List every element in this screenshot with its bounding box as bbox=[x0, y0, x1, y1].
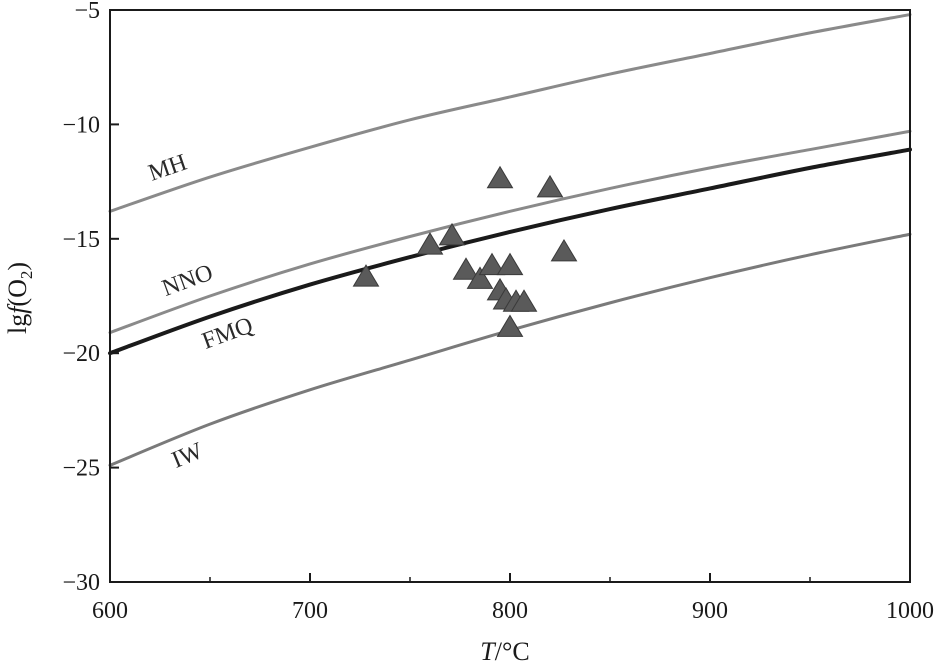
y-axis-title: lgf(O2) bbox=[3, 262, 36, 334]
y-axis-title-sub: 2 bbox=[17, 271, 36, 280]
scatter-point-3 bbox=[452, 257, 480, 280]
x-axis-title-italic: T bbox=[480, 637, 496, 665]
x-tick-label-900: 900 bbox=[692, 598, 728, 624]
series-line-fmq bbox=[108, 147, 912, 356]
x-axis: 600 700 800 900 1000 bbox=[92, 573, 934, 624]
x-axis-title: T/°C bbox=[480, 637, 529, 665]
series-line-mh bbox=[108, 13, 912, 213]
scatter-point-5 bbox=[478, 252, 506, 276]
y-tick-label-5: −5 bbox=[74, 0, 100, 24]
y-axis-title-open: (O bbox=[3, 279, 32, 306]
curve-label-mh: MH bbox=[145, 150, 190, 187]
scatter-layer bbox=[352, 165, 578, 337]
curve-layer bbox=[108, 13, 912, 467]
scatter-point-13 bbox=[536, 174, 564, 198]
x-tick-label-700: 700 bbox=[292, 598, 328, 624]
y-tick-label-2: −20 bbox=[62, 341, 100, 367]
scatter-point-14 bbox=[550, 238, 578, 262]
y-axis-title-prefix: lg bbox=[3, 314, 32, 334]
scatter-point-6 bbox=[486, 165, 514, 189]
series-line-nno bbox=[108, 129, 912, 335]
x-tick-label-800: 800 bbox=[492, 598, 528, 624]
scatter-point-1 bbox=[416, 232, 444, 255]
scatter-point-10 bbox=[496, 314, 524, 337]
x-tick-label-600: 600 bbox=[92, 598, 128, 624]
x-axis-title-rest: /°C bbox=[495, 637, 530, 665]
scatter-point-0 bbox=[352, 264, 380, 287]
scatter-point-2 bbox=[438, 222, 466, 246]
y-tick-label-4: −10 bbox=[62, 112, 100, 138]
scatter-point-12 bbox=[510, 289, 538, 312]
x-tick-label-1000: 1000 bbox=[886, 598, 934, 624]
y-axis-title-italic: f bbox=[3, 303, 32, 314]
y-axis-title-close: ) bbox=[3, 262, 32, 271]
y-tick-label-1: −25 bbox=[62, 456, 100, 482]
y-tick-label-0: −30 bbox=[62, 570, 100, 596]
y-axis: −30 −25 −20 −15 −10 −5 bbox=[62, 0, 119, 596]
scatter-point-9 bbox=[496, 252, 524, 276]
scatter-point-4 bbox=[466, 266, 494, 289]
curve-label-iw: IW bbox=[168, 438, 207, 474]
y-tick-label-3: −15 bbox=[62, 227, 100, 253]
